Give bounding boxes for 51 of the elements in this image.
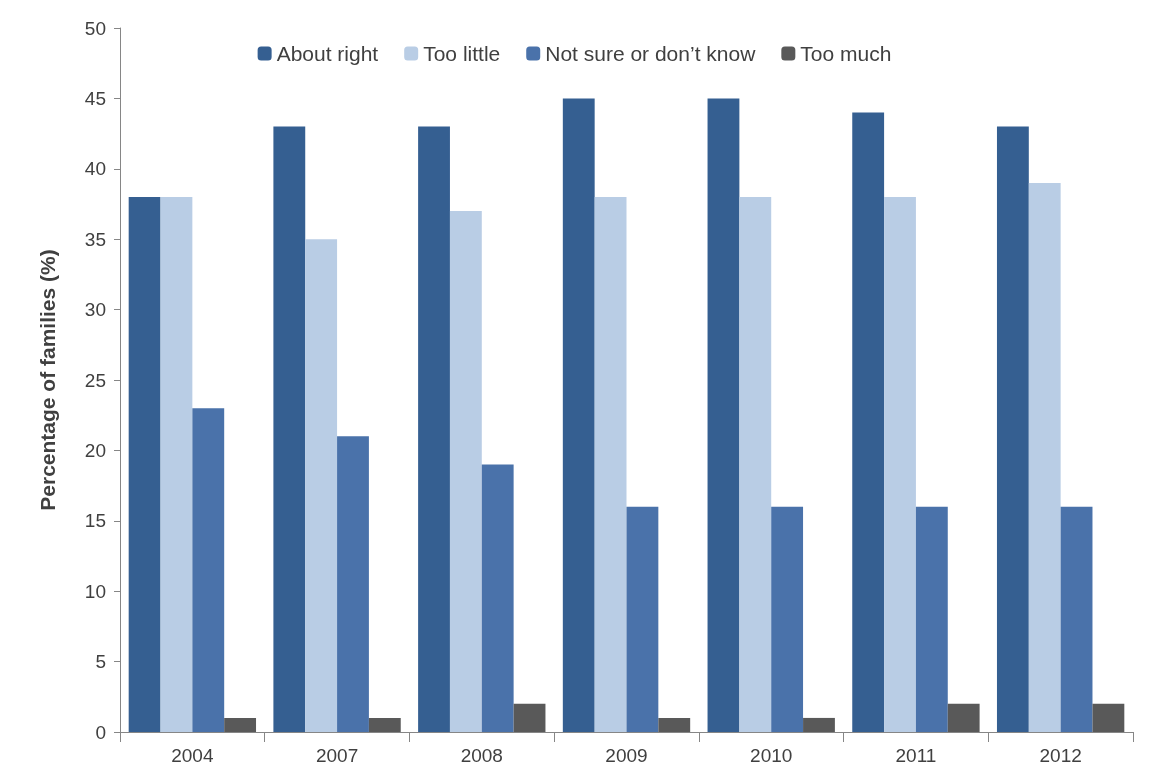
bar [884, 196, 916, 732]
y-tick-label: 15 [84, 510, 106, 532]
y-tick-label: 45 [84, 87, 106, 109]
bar [1028, 182, 1061, 732]
bar [947, 703, 980, 732]
bar [368, 717, 401, 732]
bar [562, 98, 595, 732]
y-axis-title: Percentage of families (%) [36, 249, 59, 511]
bar [337, 436, 369, 732]
bar [771, 506, 804, 732]
y-tick-label: 50 [84, 17, 106, 39]
bar [852, 112, 885, 732]
bar [418, 126, 450, 732]
y-tick-label: 10 [84, 580, 106, 602]
legend-label: Too much [800, 42, 892, 65]
bar [192, 408, 225, 732]
y-tick-label: 20 [84, 439, 106, 461]
bar [273, 126, 306, 732]
bar [1060, 506, 1093, 732]
bar [449, 211, 482, 732]
bar [626, 506, 659, 732]
bar [996, 126, 1029, 732]
bar [224, 717, 257, 732]
x-tick-label: 2012 [1039, 745, 1082, 766]
bar [305, 239, 338, 732]
y-tick-label: 5 [95, 651, 106, 673]
bar [128, 196, 161, 732]
bar [803, 717, 835, 732]
y-tick-label: 0 [95, 721, 106, 743]
bar [160, 196, 193, 732]
y-tick-label: 40 [84, 158, 106, 180]
x-tick-label: 2011 [895, 745, 937, 766]
y-tick-label: 30 [84, 299, 106, 321]
legend-label: About right [276, 42, 379, 65]
legend-label: Too little [423, 42, 501, 65]
x-tick-label: 2010 [750, 745, 793, 766]
bar [481, 464, 514, 732]
legend-label: Not sure or don’t know [545, 42, 757, 65]
y-tick-label: 25 [84, 369, 106, 391]
bar [658, 717, 691, 732]
y-tick-label: 35 [84, 228, 106, 250]
bar [707, 98, 740, 732]
bar [594, 196, 627, 732]
x-tick-label: 2007 [315, 745, 359, 766]
x-tick-label: 2008 [460, 745, 503, 766]
bar [915, 506, 948, 732]
x-tick-label: 2009 [605, 745, 648, 766]
x-tick-label: 2004 [171, 745, 214, 766]
bar [1092, 703, 1125, 732]
bar [513, 703, 546, 732]
bar [739, 196, 772, 732]
